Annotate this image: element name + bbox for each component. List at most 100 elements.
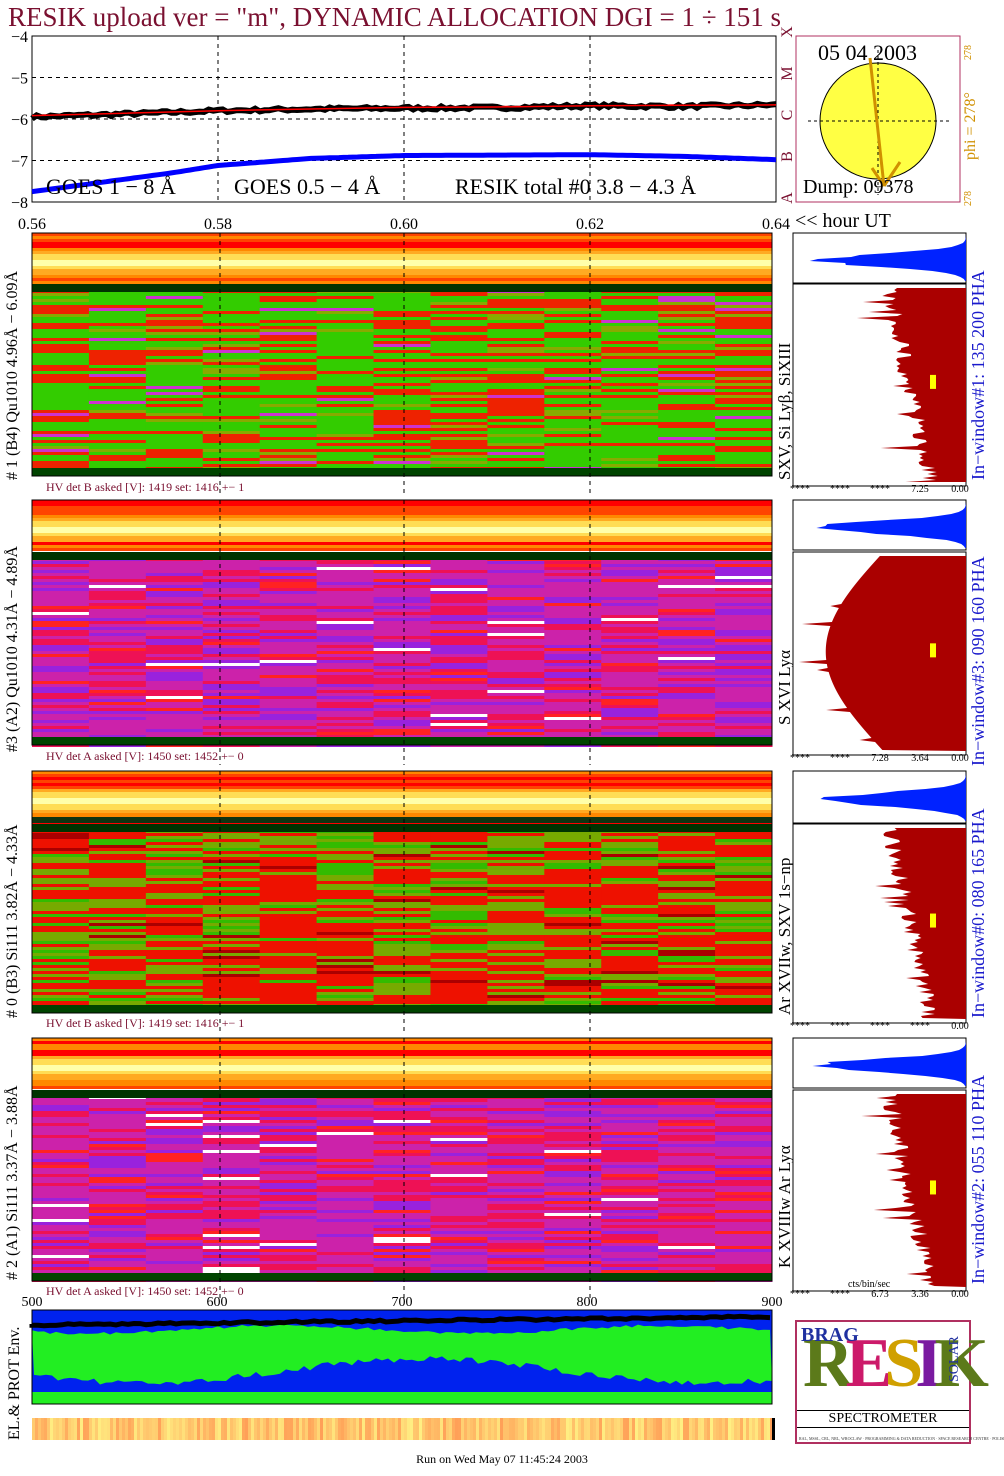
spectrum-row: [145, 854, 204, 857]
spectrum-row: [430, 1168, 488, 1171]
spectrum-row: [601, 1189, 659, 1192]
spectrum-row: [544, 600, 602, 603]
spectrum-row: [715, 356, 773, 359]
spectrum-row: [544, 576, 602, 579]
spectrum-row: [373, 684, 431, 687]
spectrum-row: [32, 452, 90, 455]
spectrum-row: [32, 362, 90, 365]
spectrum-row: [88, 1255, 147, 1258]
spectrum-row: [202, 1117, 261, 1120]
spectrum-row: [32, 320, 90, 323]
spectrum-row: [715, 962, 773, 965]
spectrum-row: [32, 693, 90, 696]
strip-cell: [149, 1418, 152, 1440]
spectrum-row: [487, 1264, 545, 1267]
spectrum-row: [373, 579, 431, 582]
spectrum-row: [544, 1195, 602, 1198]
spectrum-row: [373, 458, 431, 461]
spectrum-row: [259, 693, 318, 696]
spectrum-row: [487, 917, 545, 920]
spectrum-row: [202, 371, 261, 374]
spectrum-row: [487, 1267, 545, 1270]
hist-tick-label: ****: [830, 1289, 850, 1300]
spectrum-row: [202, 1114, 261, 1117]
spectrum-row: [202, 1159, 261, 1162]
spectrum-row: [715, 567, 773, 570]
spectrum-row: [373, 1150, 431, 1153]
spectrum-row: [145, 863, 204, 866]
spectrum-row: [32, 1129, 90, 1132]
spectrum-row: [601, 1138, 659, 1141]
spectrum-row: [658, 299, 716, 302]
spectrum-row: [373, 675, 431, 678]
spectrum-row: [430, 699, 488, 702]
flare-class-label: C: [779, 110, 796, 121]
spectrum-row: [145, 1162, 204, 1165]
strip-cell: [539, 1418, 542, 1440]
spectrum-row: [487, 1001, 545, 1004]
spectrum-row: [601, 449, 659, 452]
spectrum-row: [145, 380, 204, 383]
spectrum-row: [88, 1186, 147, 1189]
spectrum-row: [373, 1132, 431, 1135]
spectrum-row: [202, 899, 261, 902]
spectrum-row: [430, 582, 488, 585]
spectrum-row: [259, 588, 318, 591]
spectrum-row: [32, 594, 90, 597]
spectrum-row: [32, 341, 90, 344]
spectrum-row: [259, 968, 318, 971]
spectrum-row: [202, 651, 261, 654]
spectrum-row: [316, 398, 375, 401]
spectrum-row: [715, 452, 773, 455]
spectrum-row: [88, 1147, 147, 1150]
spectrum-row: [316, 962, 375, 965]
spectrum-row: [373, 1174, 431, 1177]
spectrum-row: [715, 1108, 773, 1111]
spectrum-row: [601, 854, 659, 857]
spectrum-row: [658, 1123, 716, 1126]
spectrum-row: [487, 425, 545, 428]
spectrum-row: [32, 1219, 90, 1222]
spectrum-row: [88, 660, 147, 663]
spectrum-row: [715, 953, 773, 956]
spectrum-row: [487, 407, 545, 410]
spectrum-row: [316, 920, 375, 923]
spectrum-row: [430, 899, 488, 902]
spectrum-row: [316, 1201, 375, 1204]
spectrum-row: [658, 944, 716, 947]
spectrum-row: [88, 887, 147, 890]
spectrum-row: [373, 875, 431, 878]
spectrum-row: [32, 308, 90, 311]
spectrum-row: [715, 854, 773, 857]
spectrum-row: [544, 654, 602, 657]
spectrum-row: [316, 1219, 375, 1222]
strip-cell: [317, 1418, 320, 1440]
spectrum-row: [202, 356, 261, 359]
spectrum-row: [487, 573, 545, 576]
spectrum-row: [430, 1213, 488, 1216]
spectrum-row: [487, 690, 545, 693]
spectrum-row: [658, 428, 716, 431]
spectrum-row: [373, 428, 431, 431]
spectrum-row: [145, 896, 204, 899]
spectrum-row: [715, 1195, 773, 1198]
spectrum-row: [373, 437, 431, 440]
spectrum-row: [544, 675, 602, 678]
spectrum-row: [658, 338, 716, 341]
strip-cell: [623, 1418, 626, 1440]
spectrum-row: [88, 1195, 147, 1198]
spectrum-row: [88, 594, 147, 597]
strip-cell: [293, 1418, 296, 1440]
spectrum-row: [145, 627, 204, 630]
spectrum-row: [202, 389, 261, 392]
spectrum-row: [715, 311, 773, 314]
spectrum-row: [145, 884, 204, 887]
spectrum-row: [430, 875, 488, 878]
spectrum-row: [601, 1243, 659, 1246]
spectrum-row: [601, 893, 659, 896]
spectrum-row: [544, 1174, 602, 1177]
spectrum-row: [487, 908, 545, 911]
spectrum-row: [373, 627, 431, 630]
spectrum-row: [601, 428, 659, 431]
spectrum-row: [373, 690, 431, 693]
